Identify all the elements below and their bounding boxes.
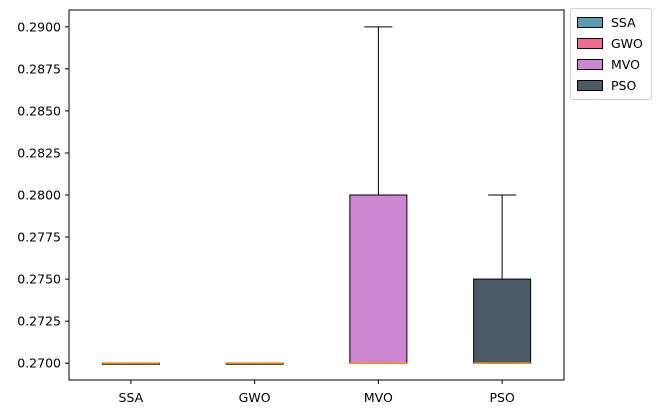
y-tick-label: 0.2725 — [17, 314, 61, 329]
iqr-box-pso — [474, 279, 531, 363]
legend-swatch-ssa — [577, 17, 603, 28]
legend-label-ssa: SSA — [611, 15, 636, 30]
y-axis: 0.2700 0.2725 0.2750 0.2775 0.2800 0.2825 0.28… — [17, 19, 69, 370]
box-mvo — [350, 27, 407, 363]
x-axis: SSA GWO MVO PSO — [119, 380, 515, 405]
legend-label-pso: PSO — [611, 78, 636, 93]
legend-swatch-pso — [577, 80, 603, 91]
y-tick-label: 0.2750 — [17, 272, 61, 287]
x-tick-label: SSA — [119, 390, 144, 405]
y-tick-label: 0.2875 — [17, 61, 61, 76]
legend-item-mvo: MVO — [577, 54, 645, 75]
y-tick-label: 0.2700 — [17, 356, 61, 371]
legend-label-mvo: MVO — [611, 57, 640, 72]
legend-item-ssa: SSA — [577, 12, 645, 33]
legend: SSA GWO MVO PSO — [570, 8, 652, 100]
x-tick-label: PSO — [489, 390, 514, 405]
legend-swatch-mvo — [577, 59, 603, 70]
y-tick-label: 0.2775 — [17, 230, 61, 245]
x-tick-label: GWO — [239, 390, 271, 405]
legend-label-gwo: GWO — [611, 36, 643, 51]
legend-item-pso: PSO — [577, 75, 645, 96]
box-ssa — [102, 363, 159, 364]
x-tick-label: MVO — [364, 390, 393, 405]
y-tick-label: 0.2825 — [17, 145, 61, 160]
y-tick-label: 0.2850 — [17, 103, 61, 118]
legend-swatch-gwo — [577, 38, 603, 49]
box-gwo — [226, 363, 283, 364]
box-pso — [474, 195, 531, 363]
boxes — [102, 27, 530, 364]
y-tick-label: 0.2900 — [17, 19, 61, 34]
y-tick-label: 0.2800 — [17, 188, 61, 203]
legend-item-gwo: GWO — [577, 33, 645, 54]
iqr-box-mvo — [350, 195, 407, 363]
